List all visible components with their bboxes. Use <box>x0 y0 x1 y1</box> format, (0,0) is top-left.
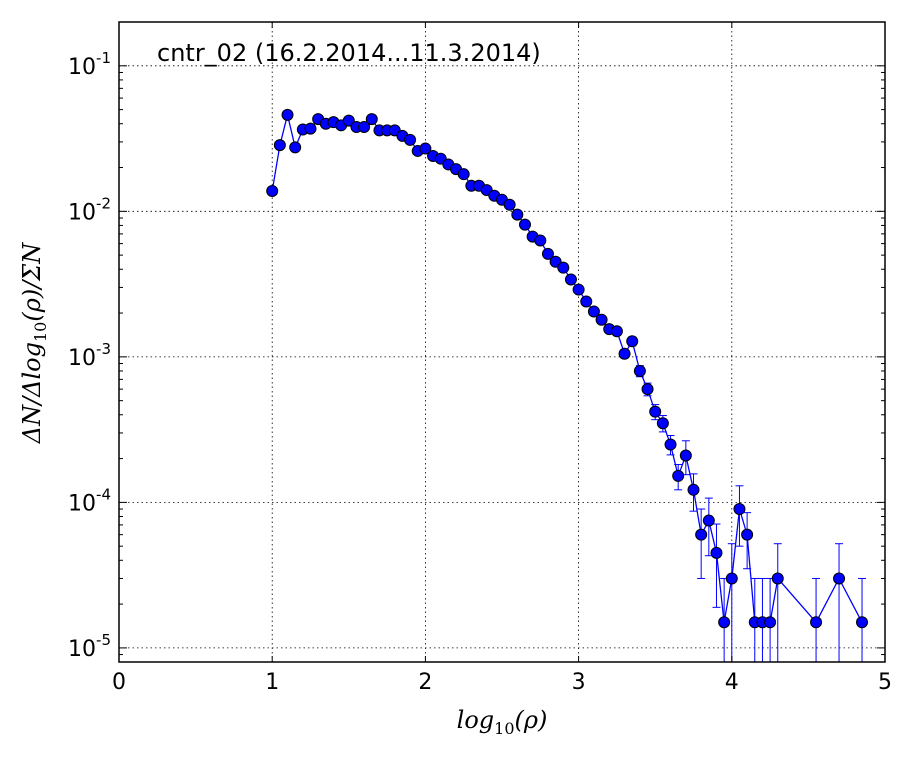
data-point <box>641 383 654 396</box>
y-axis-label-subscript: 10 <box>31 322 50 342</box>
data-point <box>764 616 777 629</box>
data-point <box>365 113 378 126</box>
data-point <box>633 364 646 377</box>
data-point <box>304 122 317 135</box>
data-point <box>810 616 823 629</box>
x-tick-label: 5 <box>878 670 892 695</box>
data-point <box>457 168 470 181</box>
y-tick-label: 10-2 <box>68 194 111 225</box>
data-points <box>266 108 869 629</box>
data-point <box>649 405 662 418</box>
data-point <box>404 133 417 146</box>
data-point <box>618 347 631 360</box>
ticks <box>118 22 886 662</box>
x-axis-label-base: log <box>457 706 495 734</box>
data-point <box>718 616 731 629</box>
data-point <box>771 572 784 585</box>
data-point <box>710 546 723 559</box>
data-point <box>342 114 355 127</box>
data-point <box>564 273 577 286</box>
y-axis-label-head: ΔN/Δlog <box>18 342 46 444</box>
data-point <box>733 503 746 516</box>
data-point <box>534 234 547 247</box>
y-tick-label: 10-3 <box>68 340 111 371</box>
chart-title: cntr_02 (16.2.2014...11.3.2014) <box>157 39 541 67</box>
y-tick-label-base: 10 <box>68 200 96 225</box>
x-tick-label: 2 <box>418 670 432 695</box>
x-tick-label: 4 <box>725 670 739 695</box>
y-tick-label-base: 10 <box>68 491 96 516</box>
data-point <box>695 528 708 541</box>
y-tick-label-base: 10 <box>68 346 96 371</box>
data-point <box>557 261 570 274</box>
data-point <box>511 208 524 221</box>
x-tick-labels: 0 1 2 3 4 5 <box>112 670 892 695</box>
data-point <box>610 325 623 338</box>
data-point <box>580 295 593 308</box>
y-tick-label-base: 10 <box>68 55 96 80</box>
y-axis-label-tail: (ρ)/ΣN <box>18 242 46 322</box>
data-point <box>656 417 669 430</box>
y-tick-label-exponent: -4 <box>96 485 111 503</box>
data-point <box>503 198 516 211</box>
data-point <box>419 142 432 155</box>
data-point <box>679 449 692 462</box>
y-axis-label: ΔN/Δlog10(ρ)/ΣN <box>18 242 50 445</box>
x-tick-label: 3 <box>572 670 586 695</box>
y-tick-labels: 10-510-410-310-210-1 <box>68 49 111 662</box>
data-point <box>572 283 585 296</box>
y-tick-label-base: 10 <box>68 637 96 662</box>
plot-frame <box>118 21 886 663</box>
y-tick-label: 10-4 <box>68 485 111 516</box>
data-point <box>833 572 846 585</box>
y-tick-label-exponent: -1 <box>96 49 111 67</box>
data-point <box>741 528 754 541</box>
data-point <box>266 184 279 197</box>
data-point <box>518 218 531 231</box>
data-point <box>541 247 554 260</box>
data-point <box>273 139 286 152</box>
grid <box>119 22 885 662</box>
data-point <box>702 514 715 527</box>
data-point <box>289 141 302 154</box>
y-tick-label-exponent: -2 <box>96 194 111 212</box>
data-point <box>856 616 869 629</box>
data-point <box>725 572 738 585</box>
y-tick-label: 10-5 <box>68 631 111 662</box>
data-point <box>626 335 639 348</box>
x-axis-label: log10(ρ) <box>457 706 548 738</box>
x-axis-label-tail: (ρ) <box>515 706 548 734</box>
x-tick-label: 1 <box>265 670 279 695</box>
data-point <box>587 305 600 318</box>
y-tick-label-exponent: -5 <box>96 631 111 649</box>
data-point <box>281 108 294 121</box>
data-point <box>672 469 685 482</box>
data-point <box>664 438 677 451</box>
data-point <box>687 483 700 496</box>
y-tick-label-exponent: -3 <box>96 340 111 358</box>
y-tick-label: 10-1 <box>68 49 111 80</box>
x-tick-label: 0 <box>112 670 126 695</box>
data-point <box>595 313 608 326</box>
data-point <box>358 120 371 133</box>
x-axis-label-subscript: 10 <box>494 719 514 738</box>
